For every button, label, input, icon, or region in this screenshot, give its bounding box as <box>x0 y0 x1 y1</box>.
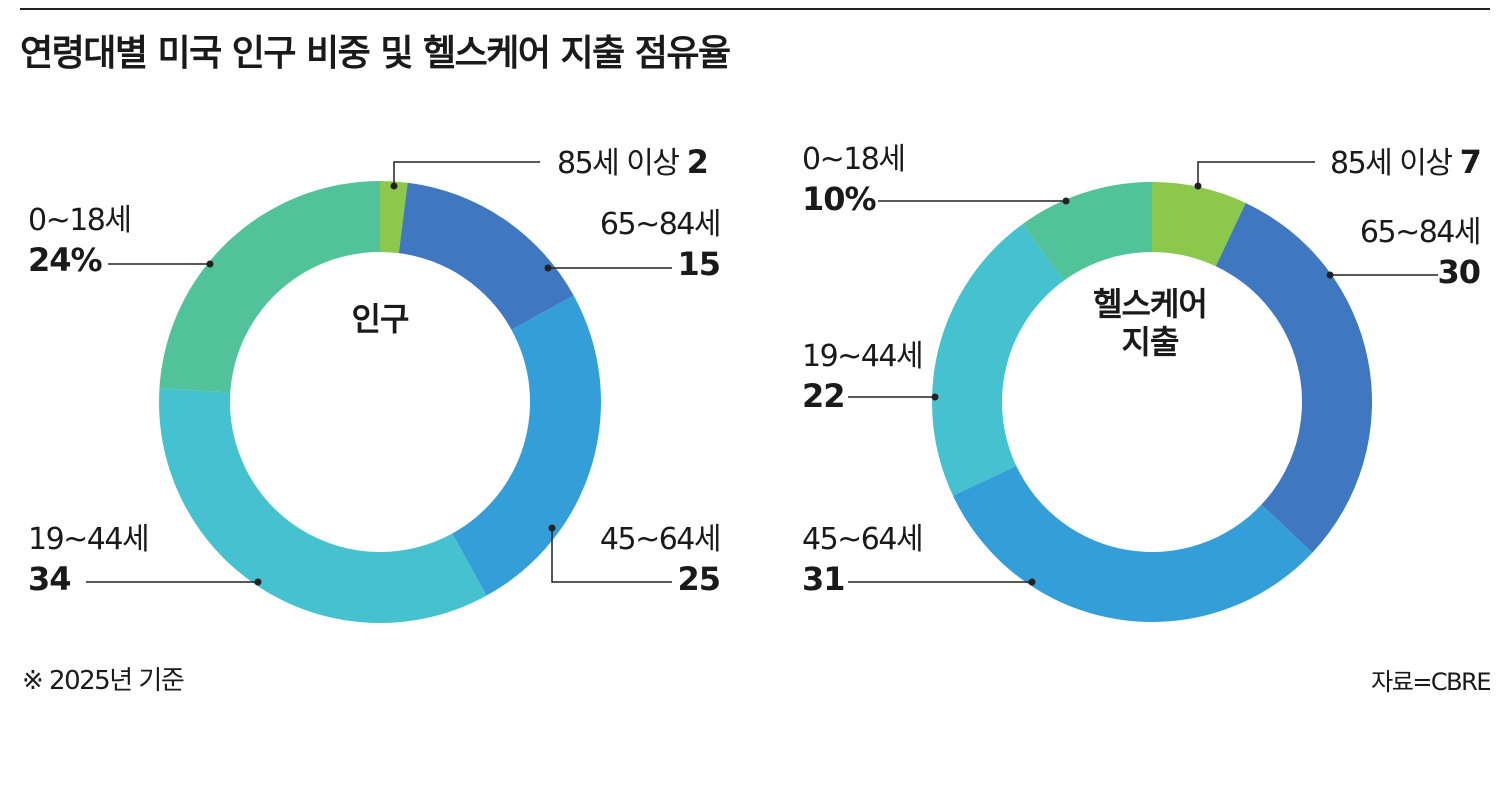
leader-dot <box>931 393 939 401</box>
population-label-85plus: 85세 이상 2 <box>557 143 709 181</box>
healthcare-label-19-44: 19~44세 22 <box>802 339 924 415</box>
healthcare-label-65-84: 65~84세 30 <box>1359 215 1482 291</box>
data-label: 7 <box>1459 143 1482 181</box>
category-label: 0~18세 <box>802 142 906 177</box>
healthcare-label-85plus: 85세 이상 7 <box>1330 143 1482 181</box>
data-label: 30 <box>1437 253 1481 291</box>
leader-dot <box>254 578 262 586</box>
data-label: 25 <box>677 560 721 598</box>
data-label: 10% <box>802 180 877 218</box>
healthcare-donut <box>931 182 1372 622</box>
footnote: ※ 2025년 기준 <box>22 666 185 696</box>
healthcare-center-label: 헬스케어 지출 <box>1093 285 1208 362</box>
category-label: 85세 이상 <box>1330 146 1453 181</box>
population-label-19-44: 19~44세 34 <box>28 522 150 598</box>
category-label: 0~18세 <box>28 203 132 238</box>
data-label: 2 <box>686 143 709 181</box>
donut-slice-65-84 <box>398 182 574 330</box>
leader-dot <box>544 264 552 272</box>
source-credit: 자료=CBRE <box>1371 668 1491 696</box>
data-label: 22 <box>802 377 846 415</box>
category-label: 65~84세 <box>1359 215 1482 250</box>
leader-dot <box>548 524 556 532</box>
leader-dot <box>1194 182 1202 190</box>
data-label: 24% <box>28 241 103 279</box>
population-donut <box>158 181 601 623</box>
healthcare-label-45-64: 45~64세 31 <box>802 522 924 598</box>
top-rule <box>20 8 1490 10</box>
leader-dot <box>1028 578 1036 586</box>
population-center-label: 인구 <box>351 300 410 338</box>
donut-slice-0-18 <box>159 181 380 393</box>
donut-slice-85plus <box>1152 182 1246 267</box>
leader-dot <box>390 182 398 190</box>
donut-slice-19-44 <box>158 388 487 623</box>
category-label: 45~64세 <box>599 522 722 557</box>
category-label: 65~84세 <box>599 207 722 242</box>
leader-line <box>393 161 540 186</box>
page-title: 연령대별 미국 인구 비중 및 헬스케어 지출 점유율 <box>20 33 731 74</box>
category-label: 19~44세 <box>28 522 150 557</box>
category-label: 19~44세 <box>802 339 924 374</box>
population-label-0-18: 0~18세 24% <box>28 203 132 279</box>
donut-slice-0-18 <box>1022 182 1152 281</box>
donut-slice-65-84 <box>1215 202 1372 553</box>
data-label: 15 <box>677 245 721 283</box>
data-label: 31 <box>802 560 846 598</box>
data-label: 34 <box>28 560 72 598</box>
donut-slice-45-64 <box>952 465 1313 622</box>
donut-slice-19-44 <box>931 224 1064 496</box>
category-label: 85세 이상 <box>557 146 680 181</box>
leader-line <box>1197 161 1315 186</box>
leader-line <box>551 528 672 583</box>
leader-lines <box>86 161 1438 586</box>
leader-dot <box>1062 197 1070 205</box>
donut-slice-85plus <box>380 181 408 254</box>
population-label-45-64: 45~64세 25 <box>599 522 722 598</box>
leader-dot <box>1326 271 1334 279</box>
donut-slice-45-64 <box>452 295 601 596</box>
leader-dot <box>206 260 214 268</box>
healthcare-label-0-18: 0~18세 10% <box>802 142 906 218</box>
population-label-65-84: 65~84세 15 <box>599 207 722 283</box>
category-label: 45~64세 <box>802 522 924 557</box>
